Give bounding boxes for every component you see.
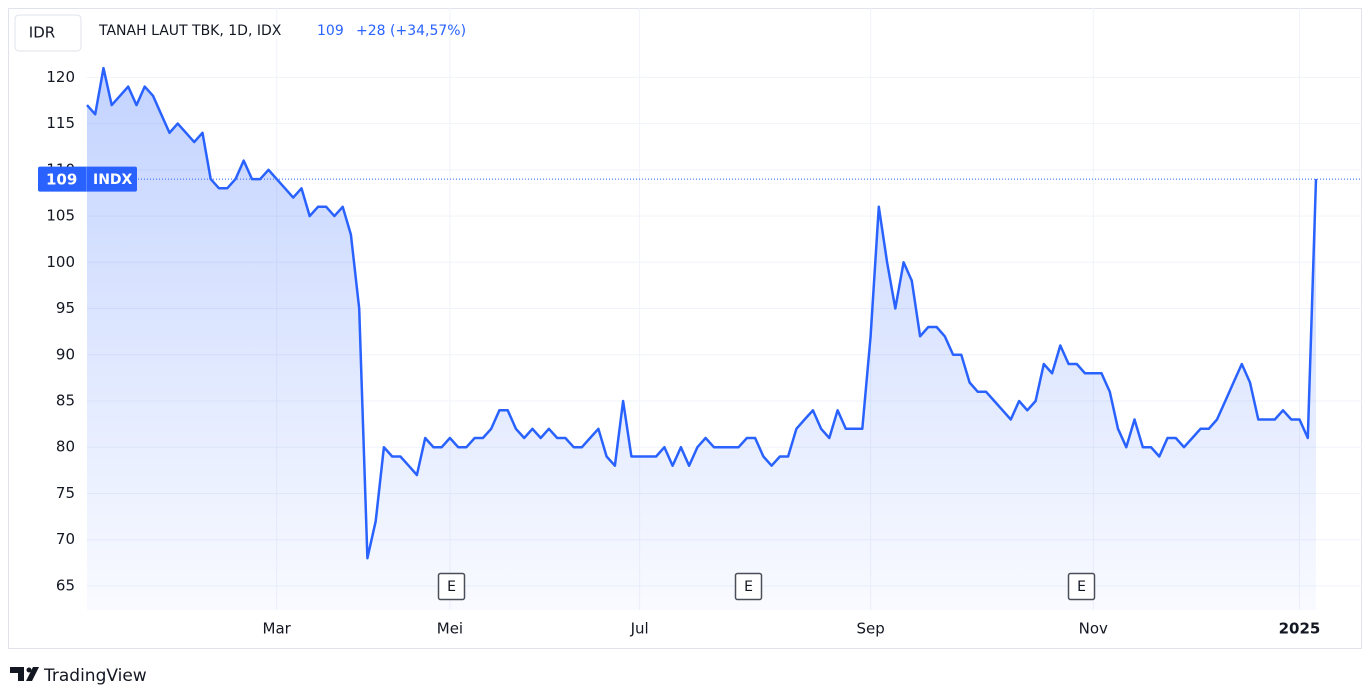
line (86, 66, 1318, 560)
price: 109 (317, 23, 344, 39)
y-tick-label: 65 (56, 576, 75, 594)
logo-mark (10, 667, 30, 681)
change: +28 (+34,57%) (356, 23, 466, 39)
area (87, 68, 1316, 611)
x-tick-label: 2025 (1279, 620, 1321, 638)
event-label[interactable]: E (1077, 579, 1086, 595)
x-tick-label: Nov (1079, 620, 1108, 638)
event-label[interactable]: E (744, 579, 753, 595)
y-tick-label: 90 (56, 345, 75, 363)
plot (86, 66, 1362, 611)
y-tick-label: 95 (56, 299, 75, 317)
footer-logo[interactable]: TradingView (10, 666, 147, 686)
logo-dot (26, 667, 32, 673)
y-tick-label: 115 (46, 114, 75, 132)
y-tick-label: 70 (56, 530, 75, 548)
price-label-box (38, 166, 137, 192)
symbol: TANAH LAUT TBK, 1D, IDX (98, 23, 282, 39)
labels: Mar Mei Jul Sep Nov 2025 65 70 75 80 85 90 95 100 105 1… (38, 68, 1320, 638)
y-tick-label: 75 (56, 484, 75, 502)
currency[interactable]: IDR (29, 24, 55, 42)
currency-box[interactable] (14, 14, 82, 52)
x-tick-label: Mei (437, 620, 463, 638)
y-tick-label: 85 (56, 392, 75, 410)
price-label-value: 109 (46, 171, 77, 189)
y-tick-label: 100 (46, 253, 75, 271)
chart-frame (8, 8, 1362, 649)
logo-slash (26, 667, 39, 681)
event-label[interactable]: E (447, 579, 456, 595)
x-tick-label: Sep (856, 620, 884, 638)
x-tick-label: Jul (630, 620, 649, 638)
event-markers: E E E (437, 572, 1096, 601)
y-tick-label: 80 (56, 438, 75, 456)
brand[interactable]: TradingView (43, 666, 147, 686)
event-box[interactable] (437, 572, 466, 601)
y-tick-label: 120 (46, 68, 75, 86)
x-tick-label: Mar (263, 620, 292, 638)
y-tick-label: 105 (46, 207, 75, 225)
event-box[interactable] (734, 572, 763, 601)
event-box[interactable] (1067, 572, 1096, 601)
price-label-name: INDX (93, 172, 133, 188)
